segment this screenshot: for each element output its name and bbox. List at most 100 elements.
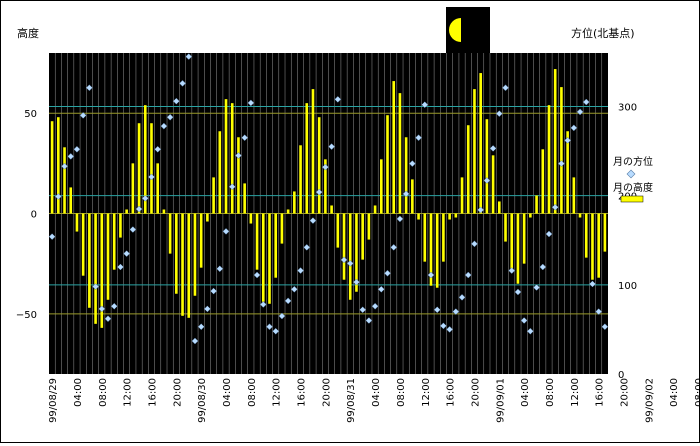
- azimuth-point: [284, 297, 292, 305]
- azimuth-point: [92, 283, 99, 290]
- azimuth-point: [241, 134, 249, 142]
- altitude-bar: [168, 213, 172, 254]
- azimuth-point: [508, 267, 516, 274]
- azimuth-point: [458, 293, 466, 301]
- altitude-bar: [510, 213, 514, 272]
- azimuth-point: [253, 271, 261, 279]
- x-tick-label: 20:00: [470, 378, 481, 407]
- altitude-bar: [212, 177, 215, 214]
- altitude-bar: [541, 149, 545, 214]
- x-tick-label: 99/08/30: [197, 378, 208, 423]
- altitude-bar: [460, 177, 464, 214]
- azimuth-point: [123, 250, 130, 257]
- left-axis-ticks: 50 0 −50: [16, 109, 37, 321]
- x-tick-label: 99/08/29: [48, 378, 59, 423]
- altitude-bar: [280, 213, 284, 244]
- altitude-bar: [485, 119, 489, 214]
- x-tick-label: 16:00: [595, 378, 606, 407]
- azimuth-point: [520, 317, 528, 324]
- x-tick-label: 99/08/31: [346, 378, 357, 423]
- azimuth-point: [259, 301, 267, 308]
- altitude-bar: [355, 213, 358, 292]
- azimuth-point: [408, 160, 416, 167]
- azimuth-point: [278, 312, 286, 320]
- azimuth-point: [564, 137, 571, 144]
- altitude-bar: [336, 213, 340, 248]
- azimuth-point: [471, 240, 478, 248]
- altitude-bar: [206, 213, 209, 222]
- altitude-bar: [57, 117, 60, 214]
- azimuth-point: [110, 302, 118, 310]
- azimuth-point: [464, 271, 472, 279]
- azimuth-point: [365, 317, 373, 324]
- altitude-bar: [435, 213, 439, 288]
- azimuth-point: [527, 327, 534, 335]
- right-axis-ticks: 3002001000: [618, 103, 637, 382]
- azimuth-point: [477, 206, 485, 214]
- azimuth-point: [322, 163, 329, 171]
- x-tick-label: 12:00: [421, 378, 432, 407]
- azimuth-point: [427, 271, 435, 279]
- altitude-bar: [162, 209, 166, 214]
- altitude-bar: [224, 99, 228, 214]
- azimuth-point: [247, 99, 255, 107]
- azimuth-point: [545, 230, 553, 238]
- azimuth-point: [166, 113, 174, 121]
- altitude-bars: [50, 69, 607, 328]
- azimuth-points: [48, 53, 609, 345]
- altitude-bar: [324, 159, 327, 214]
- azimuth-point: [359, 306, 367, 314]
- azimuth-point: [309, 217, 317, 224]
- altitude-bar: [131, 163, 135, 214]
- altitude-bar: [466, 125, 470, 214]
- altitude-bar: [249, 213, 253, 224]
- altitude-bar: [417, 213, 420, 220]
- altitude-bar: [342, 213, 346, 280]
- legend-item-azimuth: 月の方位: [613, 155, 653, 179]
- azimuth-point: [235, 152, 242, 159]
- altitude-bar: [143, 105, 147, 214]
- altitude-bar: [603, 213, 607, 252]
- azimuth-point: [98, 305, 106, 313]
- azimuth-point: [160, 122, 168, 130]
- altitude-bar: [504, 213, 507, 242]
- azimuth-point: [216, 265, 224, 273]
- azimuth-point: [415, 134, 422, 142]
- altitude-bar: [311, 89, 315, 214]
- altitude-bar: [479, 73, 482, 214]
- azimuth-point: [371, 302, 379, 310]
- altitude-bar: [175, 213, 178, 294]
- altitude-bar: [261, 213, 265, 302]
- azimuth-point: [489, 145, 497, 152]
- moon-phase-icon: [446, 7, 490, 53]
- azimuth-point: [346, 260, 354, 267]
- azimuth-point: [495, 110, 503, 117]
- azimuth-point: [104, 315, 112, 323]
- altitude-bar: [50, 121, 54, 214]
- azimuth-point: [86, 84, 93, 92]
- legend-bar-icon: [620, 195, 644, 203]
- altitude-bar: [106, 213, 110, 300]
- altitude-bar: [268, 213, 271, 304]
- azimuth-point: [117, 263, 124, 271]
- x-tick-label: 99/09/01: [495, 378, 506, 423]
- azimuth-point: [172, 97, 180, 105]
- altitude-bar: [230, 103, 234, 214]
- altitude-bar: [305, 103, 309, 214]
- right-tick-label: 300: [618, 103, 637, 114]
- altitude-bar: [330, 205, 333, 214]
- azimuth-point: [483, 177, 491, 184]
- azimuth-point: [191, 337, 199, 345]
- right-axis-title: 方位(北基点): [571, 26, 635, 40]
- altitude-bar: [367, 213, 371, 240]
- azimuth-point: [452, 308, 460, 315]
- altitude-bar: [63, 147, 66, 214]
- x-tick-label: 04:00: [73, 378, 84, 407]
- azimuth-point: [539, 263, 547, 271]
- altitude-bar: [566, 131, 569, 214]
- altitude-bar: [398, 93, 402, 214]
- azimuth-point: [328, 143, 335, 150]
- azimuth-point: [396, 215, 404, 223]
- azimuth-point: [210, 287, 217, 295]
